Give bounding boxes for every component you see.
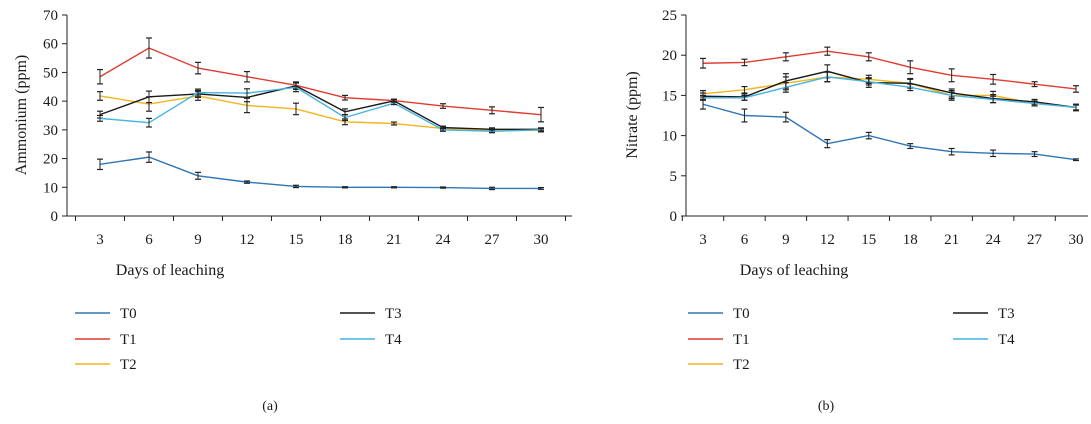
legend-label-t1: T1	[120, 332, 137, 348]
x-tick-label: 24	[436, 232, 452, 248]
y-tick-label: 20	[43, 152, 58, 168]
legend-label-t4: T4	[998, 332, 1015, 348]
y-tick-label: 60	[43, 37, 58, 53]
x-tick-label: 30	[1069, 232, 1084, 248]
series-line-t3	[100, 86, 541, 129]
x-tick-label: 21	[944, 232, 959, 248]
x-tick-label: 18	[338, 232, 353, 248]
x-tick-label: 18	[903, 232, 918, 248]
y-tick-label: 5	[670, 169, 678, 185]
x-tick-label: 3	[699, 232, 707, 248]
y-tick-label: 50	[43, 65, 58, 81]
series-line-t2	[100, 96, 541, 130]
legend-label-t0: T0	[120, 306, 137, 322]
y-tick-label: 0	[51, 209, 59, 225]
series-line-t1	[100, 48, 541, 115]
x-tick-label: 6	[145, 232, 153, 248]
x-axis-label: Days of leaching	[740, 262, 848, 279]
panel-a: Days of leaching Ammonium (ppm) (a) 0 10 2…	[13, 8, 572, 414]
x-tick-label: 6	[741, 232, 749, 248]
series-line-t0	[100, 157, 541, 188]
y-tick-label: 70	[43, 8, 58, 24]
legend-label-t4: T4	[385, 332, 402, 348]
y-tick-label: 25	[662, 8, 677, 24]
series-line-t2	[703, 77, 1076, 108]
x-tick-label: 21	[387, 232, 402, 248]
y-tick-label: 10	[662, 129, 677, 145]
x-tick-label: 27	[485, 232, 501, 248]
legend-label-t3: T3	[998, 306, 1015, 322]
x-tick-label: 24	[986, 232, 1002, 248]
legend-label-t0: T0	[733, 306, 750, 322]
panel-label: (b)	[818, 399, 835, 414]
x-tick-label: 12	[820, 232, 835, 248]
y-axis-label: Nitrate (ppm)	[624, 71, 641, 159]
y-axis-label: Ammonium (ppm)	[13, 55, 30, 175]
x-tick-label: 15	[289, 232, 304, 248]
series-line-t0	[703, 104, 1076, 159]
y-tick-label: 15	[662, 88, 677, 104]
x-tick-label: 30	[534, 232, 549, 248]
panel-label: (a)	[262, 399, 278, 414]
x-tick-label: 12	[240, 232, 255, 248]
y-tick-label: 30	[43, 123, 58, 139]
legend-label-t3: T3	[385, 306, 402, 322]
x-axis-label: Days of leaching	[116, 262, 224, 279]
x-tick-label: 9	[194, 232, 202, 248]
y-tick-label: 0	[670, 209, 678, 225]
panel-b: Days of leaching Nitrate (ppm) (b) 0 5 10 1…	[624, 8, 1088, 414]
legend-label-t2: T2	[733, 357, 750, 373]
legend-label-t1: T1	[733, 332, 750, 348]
legend-label-t2: T2	[120, 357, 137, 373]
x-tick-label: 3	[96, 232, 104, 248]
y-tick-label: 20	[662, 48, 677, 64]
x-tick-label: 9	[782, 232, 790, 248]
x-tick-label: 27	[1027, 232, 1043, 248]
y-tick-label: 10	[43, 180, 58, 196]
y-tick-label: 40	[43, 94, 58, 110]
x-tick-label: 15	[861, 232, 876, 248]
